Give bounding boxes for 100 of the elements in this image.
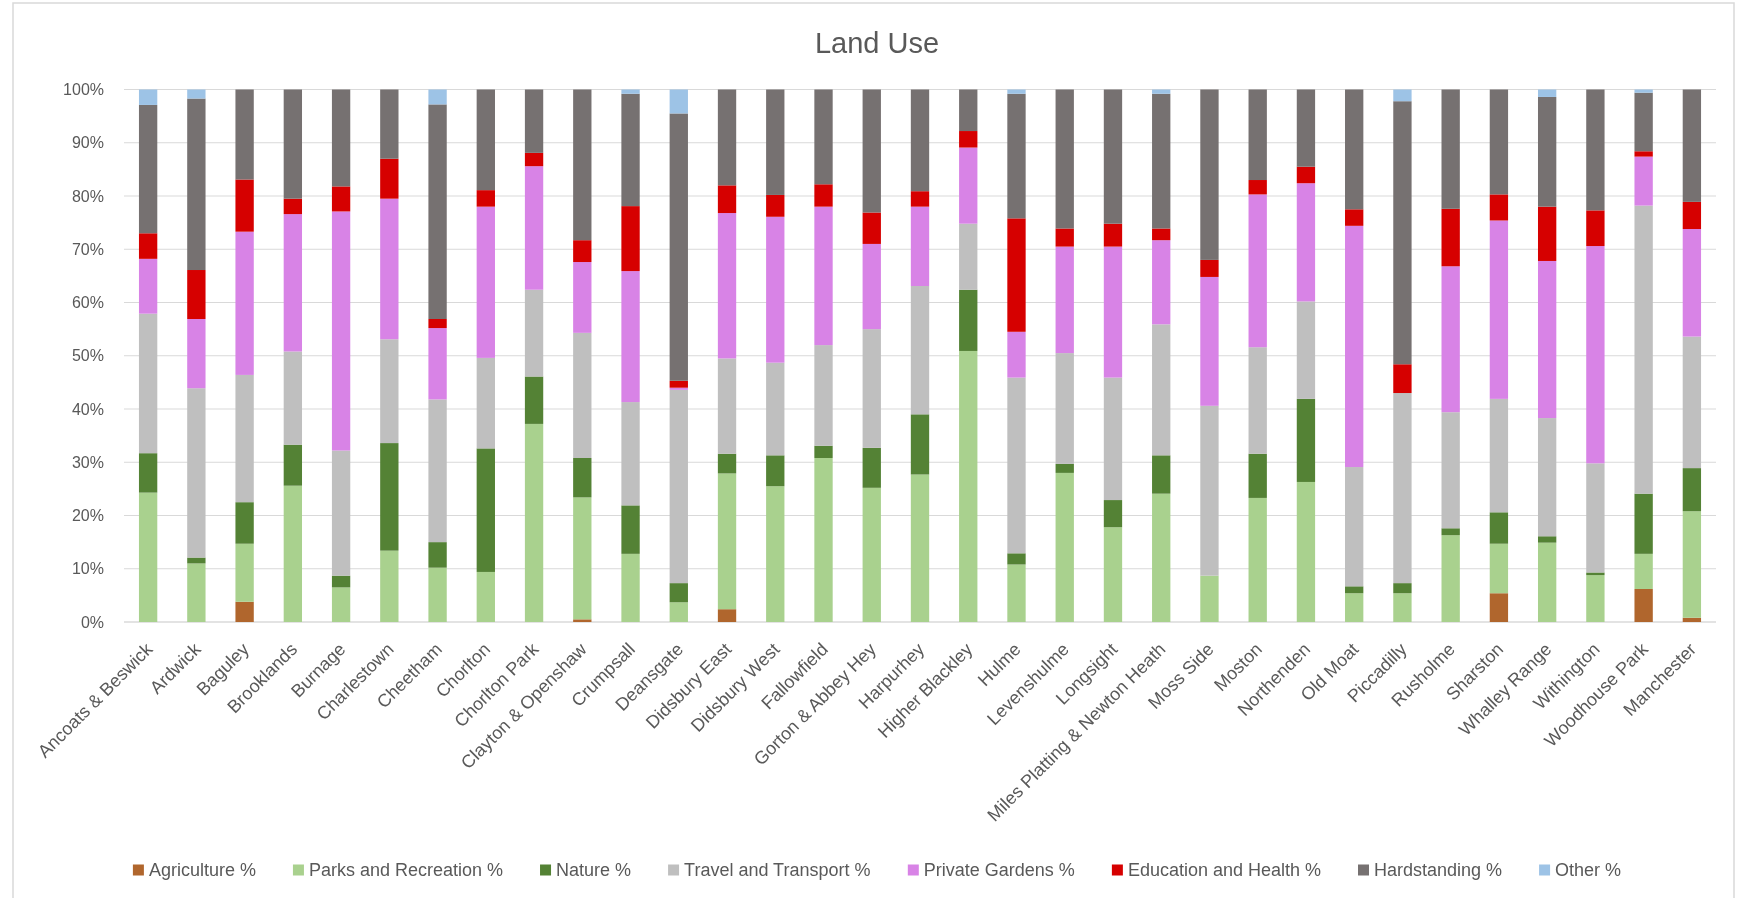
bar [1682,201,1702,230]
bar [1248,180,1267,195]
bar [1634,588,1653,622]
bar [1248,453,1267,498]
bar [1200,259,1219,277]
bar [573,89,592,241]
bar [573,262,592,333]
bar [1345,467,1364,587]
y-tick-label: 50% [71,347,104,365]
bar [959,350,978,622]
bar [1489,512,1509,544]
bar [1296,89,1316,167]
y-tick-label: 100% [63,81,104,99]
bar [1007,564,1026,622]
bar [1296,166,1316,184]
bar [1345,89,1364,210]
bar [1634,493,1653,554]
bar [331,587,351,622]
bar [910,191,930,207]
bar [1537,536,1557,543]
bar [1152,93,1171,229]
bar [1007,93,1026,219]
bar [1200,405,1219,576]
bar [669,602,688,622]
bar [766,455,785,487]
bar [1537,96,1557,207]
bar [1055,89,1074,229]
bar [1103,246,1123,378]
y-tick-label: 80% [71,187,104,205]
bar [1345,586,1364,594]
bar [814,457,833,622]
bar [187,270,206,320]
bar [1393,393,1412,584]
y-tick-label: 0% [80,613,104,631]
bar [138,492,158,622]
bar [717,453,737,474]
bar [669,389,688,584]
bar [621,505,640,554]
bar [476,89,495,191]
bar [1296,398,1316,482]
bar [138,233,158,259]
bar [766,194,785,217]
bar [766,486,785,622]
bar [283,485,303,622]
bar [380,198,399,340]
bar [1586,210,1605,247]
bar [1055,246,1074,354]
bar [621,271,640,403]
bar [1634,89,1653,93]
bar [331,575,351,588]
bar [524,166,544,290]
bar [428,399,447,543]
bar [1345,225,1364,468]
bar [283,214,303,352]
bar [910,89,930,192]
legend-label: Parks and Recreation % [308,860,504,881]
bar [1489,194,1509,221]
bar [283,89,303,199]
bar [1489,593,1509,622]
bar [910,474,930,622]
bar [959,131,978,148]
bar [1489,220,1509,399]
legend-label: Other % [1555,860,1622,881]
bar [187,388,206,558]
bar [235,543,254,602]
legend-label: Nature % [556,860,632,881]
bar [1007,377,1026,554]
bar [1537,542,1557,622]
legend-label: Education and Health % [1127,860,1322,881]
bar [235,179,254,232]
bar [959,89,978,132]
bar [1586,575,1605,622]
bar [959,147,978,224]
bar [1248,347,1267,454]
bar [1489,89,1509,195]
bar [235,601,254,622]
bar [476,357,495,449]
bar [1634,205,1653,494]
bar [138,89,158,105]
bar [331,211,351,451]
bar [621,402,640,506]
bar [766,362,785,456]
bar [1489,398,1509,513]
bar [1393,593,1412,622]
bar [1634,553,1653,589]
y-tick-label: 20% [71,507,104,525]
bar [1586,246,1605,464]
bar [235,374,254,503]
bar [380,443,399,551]
bar [717,89,737,186]
bar [766,89,785,195]
bar [1537,418,1557,537]
bar [862,212,881,244]
bar [1634,151,1653,157]
bar [1152,324,1171,456]
bar [669,380,688,388]
bar [669,89,688,114]
bar [573,497,592,620]
bar [524,423,544,622]
bar [621,89,640,94]
